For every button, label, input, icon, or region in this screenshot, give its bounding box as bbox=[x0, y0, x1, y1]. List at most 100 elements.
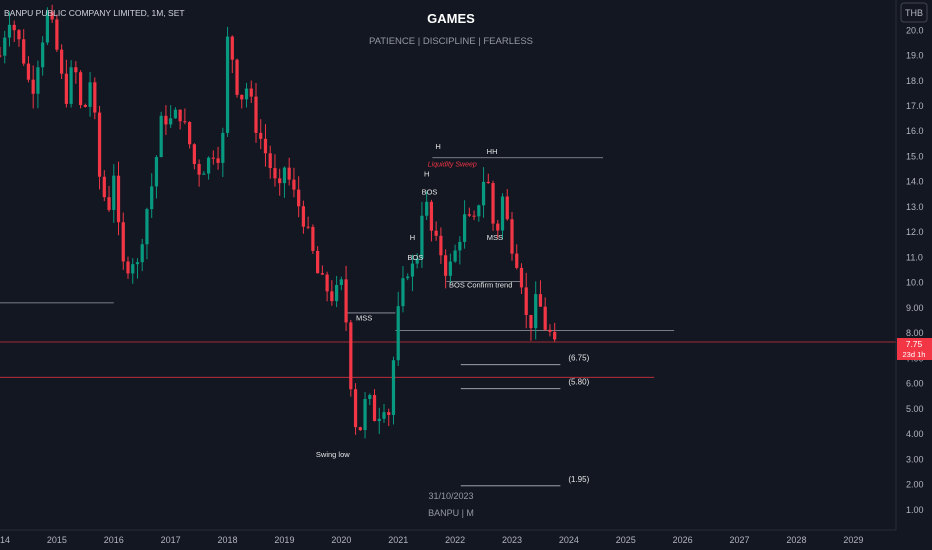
candle-body bbox=[7, 24, 12, 38]
candle-body bbox=[206, 157, 211, 174]
candle-body bbox=[306, 226, 310, 228]
chart-annotation: Swing low bbox=[316, 450, 350, 459]
candle-body bbox=[22, 39, 26, 64]
candle-body bbox=[401, 278, 405, 307]
candle-body bbox=[453, 250, 457, 262]
price-tick-label: 20.0 bbox=[906, 25, 924, 35]
candle-body bbox=[41, 42, 45, 68]
currency-button-label[interactable]: THB bbox=[905, 8, 923, 18]
currency-button[interactable]: THB bbox=[900, 2, 928, 23]
candle-body bbox=[50, 11, 54, 20]
candle-body bbox=[553, 331, 557, 340]
price-tick-label: 6.00 bbox=[906, 379, 924, 389]
candle-body bbox=[169, 118, 173, 125]
candle-body bbox=[372, 395, 377, 422]
candle-body bbox=[444, 255, 448, 276]
candle-body bbox=[377, 418, 381, 422]
candle-body bbox=[301, 206, 306, 227]
time-tick-label: 2029 bbox=[843, 535, 863, 545]
candle-body bbox=[472, 215, 476, 217]
candle-body bbox=[334, 284, 339, 302]
price-tick-label: 9.00 bbox=[906, 303, 924, 313]
candle-body bbox=[263, 138, 268, 154]
time-tick-label: 2028 bbox=[786, 535, 806, 545]
time-tick-label: 2019 bbox=[274, 535, 294, 545]
candle-body bbox=[282, 167, 287, 184]
price-tick-label: 5.00 bbox=[906, 404, 924, 414]
price-tick-label: 2.00 bbox=[906, 480, 924, 490]
candle-body bbox=[311, 226, 315, 251]
time-tick-label: 2025 bbox=[616, 535, 636, 545]
candle-body bbox=[0, 55, 2, 57]
time-tick-label: 2024 bbox=[559, 535, 579, 545]
chart-annotation: BOS bbox=[422, 187, 438, 196]
candle-body bbox=[112, 175, 116, 210]
candle-body bbox=[259, 132, 263, 139]
candle-body bbox=[467, 214, 471, 216]
price-tick-label: 14.0 bbox=[906, 177, 924, 187]
candle-body bbox=[225, 36, 230, 133]
candle-body bbox=[344, 279, 348, 323]
candle-body bbox=[481, 181, 486, 206]
candle-body bbox=[278, 178, 282, 184]
candle-body bbox=[88, 82, 92, 107]
watermark-date: 31/10/2023 bbox=[428, 491, 473, 501]
chart-annotation: H bbox=[410, 233, 415, 242]
time-axis[interactable]: 2014 2015 2016 2017 2018 2019 2020 2021 2022 2023… bbox=[0, 535, 863, 545]
candle-body bbox=[135, 262, 140, 265]
candle-body bbox=[202, 173, 206, 175]
chart-annotation: MSS bbox=[487, 233, 503, 242]
time-tick-label: 2020 bbox=[331, 535, 351, 545]
candle-body bbox=[358, 427, 362, 431]
candle-body bbox=[486, 181, 490, 184]
candle-body bbox=[235, 59, 239, 95]
candle-body bbox=[78, 72, 83, 105]
time-tick-label: 2021 bbox=[388, 535, 408, 545]
last-price-tag: 7.75 23d 1h bbox=[897, 338, 932, 360]
time-tick-label: 2022 bbox=[445, 535, 465, 545]
price-tick-label: 1.00 bbox=[906, 505, 924, 515]
candle-body bbox=[254, 96, 258, 133]
candle-body bbox=[316, 250, 320, 274]
candle-body bbox=[230, 36, 234, 60]
price-tick-label: 17.0 bbox=[906, 101, 924, 111]
candle-body bbox=[534, 294, 538, 329]
candle-body bbox=[458, 241, 462, 251]
candle-body bbox=[363, 398, 367, 431]
candle-body bbox=[188, 122, 192, 145]
chart-annotation: H bbox=[435, 142, 440, 151]
currency-button-frame[interactable] bbox=[900, 2, 928, 23]
candle-body bbox=[320, 273, 324, 275]
time-tick-label: 2016 bbox=[104, 535, 124, 545]
price-tick-label: 11.0 bbox=[906, 252, 923, 262]
price-tick-label: 8.00 bbox=[906, 328, 924, 338]
candle-body bbox=[500, 196, 505, 231]
symbol-title: BANPU PUBLIC COMPANY LIMITED, 1M, SET bbox=[4, 8, 185, 18]
candle-body bbox=[410, 263, 415, 277]
candle-body bbox=[26, 63, 31, 80]
candle-body bbox=[368, 395, 372, 399]
candle-body bbox=[93, 82, 97, 113]
time-tick-label: 2018 bbox=[218, 535, 238, 545]
candle-body bbox=[240, 94, 244, 100]
candle-body bbox=[173, 109, 178, 119]
candle-body bbox=[519, 267, 524, 288]
time-tick-label: 2027 bbox=[730, 535, 750, 545]
candle-body bbox=[97, 112, 102, 177]
candle-body bbox=[121, 222, 125, 262]
candle-body bbox=[396, 306, 400, 361]
price-tick-label: 4.00 bbox=[906, 429, 924, 439]
candle-body bbox=[548, 329, 552, 332]
candle-body bbox=[529, 314, 533, 329]
candle-body bbox=[325, 274, 329, 292]
candle-body bbox=[425, 201, 429, 216]
candle-body bbox=[60, 49, 64, 74]
candle-body bbox=[429, 201, 434, 231]
time-tick-label: 2014 bbox=[0, 535, 10, 545]
candle-body bbox=[297, 189, 301, 207]
horizontal-lines bbox=[0, 157, 896, 378]
candle-body bbox=[150, 186, 154, 210]
candle-body bbox=[543, 306, 547, 330]
